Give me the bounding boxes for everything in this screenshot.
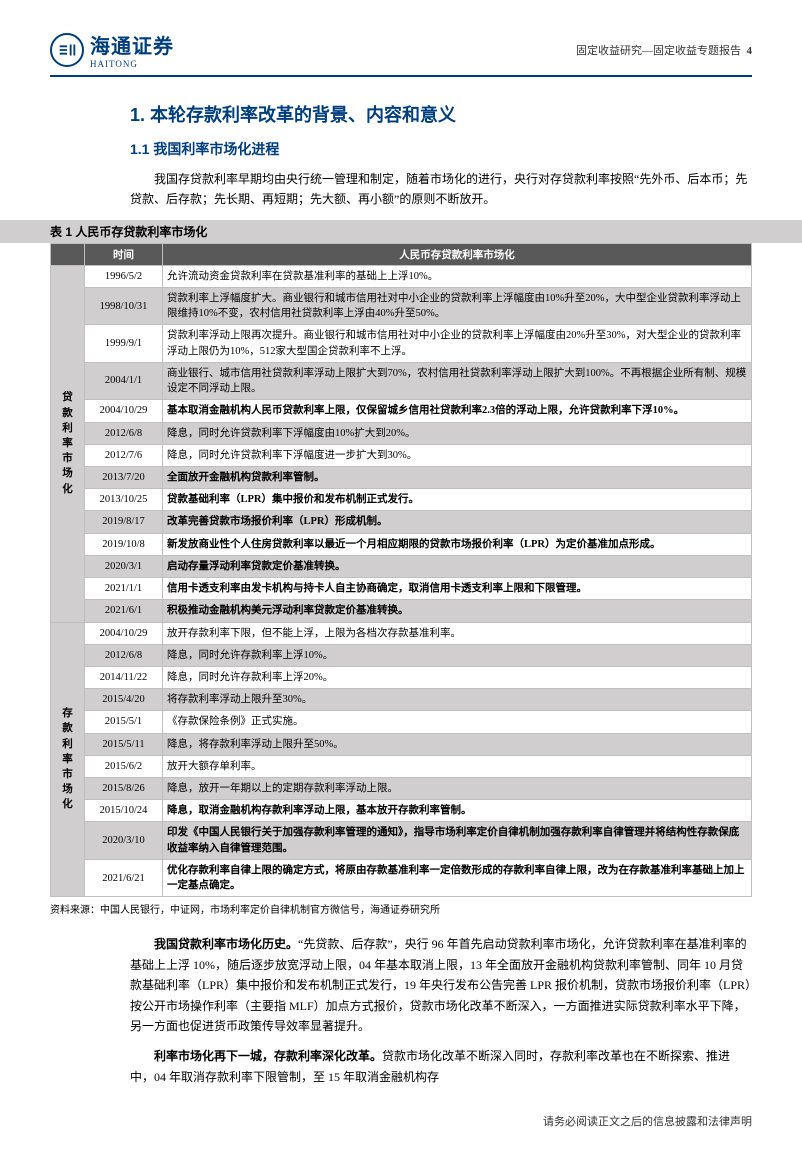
- table-source: 资料来源：中国人民银行，中证网，市场利率定价自律机制官方微信号，海通证券研究所: [50, 901, 752, 916]
- haitong-logo-icon: [50, 33, 84, 67]
- cell-desc: 优化存款利率自律上限的确定方式，将原由存款基准利率一定倍数形成的存款利率自律上限…: [163, 859, 752, 896]
- table-row: 存款利率市场化2004/10/29放开存款利率下限，但不能上浮，上限为各档次存款…: [51, 622, 752, 644]
- cell-desc: 降息，同时允许贷款利率下浮幅度进一步扩大到30%。: [163, 444, 752, 466]
- table-row: 1999/9/1贷款利率浮动上限再次提升。商业银行和城市信用社对中小企业的贷款利…: [51, 325, 752, 362]
- cell-desc: 全面放开金融机构贷款利率管制。: [163, 466, 752, 488]
- cell-desc: 降息，放开一年期以上的定期存款利率浮动上限。: [163, 778, 752, 800]
- cell-date: 2021/1/1: [85, 578, 163, 600]
- category-loan: 贷款利率市场化: [51, 265, 85, 622]
- table-row: 2014/11/22降息，同时允许存款利率上浮20%。: [51, 666, 752, 688]
- cell-date: 2021/6/21: [85, 859, 163, 896]
- para2-body: “先贷款、后存款”，央行 96 年首先启动贷款利率市场化，允许贷款利率在基准利率…: [130, 937, 751, 1033]
- table-row: 2021/6/1积极推动金融机构美元浮动利率贷款定价基准转换。: [51, 600, 752, 622]
- cell-desc: 启动存量浮动利率贷款定价基准转换。: [163, 555, 752, 577]
- cell-date: 2019/8/17: [85, 511, 163, 533]
- cell-desc: 降息，同时允许存款利率上浮20%。: [163, 666, 752, 688]
- logo-text-cn: 海通证券: [90, 30, 174, 59]
- cell-date: 2012/6/8: [85, 644, 163, 666]
- cell-desc: 商业银行、城市信用社贷款利率浮动上限扩大到70%，农村信用社贷款利率浮动上限扩大…: [163, 362, 752, 399]
- cell-date: 2019/10/8: [85, 533, 163, 555]
- cell-date: 1996/5/2: [85, 265, 163, 287]
- cell-date: 2012/7/6: [85, 444, 163, 466]
- cell-desc: 信用卡透支利率由发卡机构与持卡人自主协商确定，取消信用卡透支利率上限和下限管理。: [163, 578, 752, 600]
- page-number: 4: [747, 45, 753, 57]
- logo-text-en: HAITONG: [90, 59, 174, 69]
- cell-desc: 《存款保险条例》正式实施。: [163, 711, 752, 733]
- cell-desc: 降息，取消金融机构存款利率浮动上限，基本放开存款利率管制。: [163, 800, 752, 822]
- cell-desc: 将存款利率浮动上限升至30%。: [163, 689, 752, 711]
- table-row: 2015/5/1《存款保险条例》正式实施。: [51, 711, 752, 733]
- logo: 海通证券 HAITONG: [50, 30, 174, 69]
- table-row: 贷款利率市场化1996/5/2允许流动资金贷款利率在贷款基准利率的基础上上浮10…: [51, 265, 752, 287]
- table-1-title: 表 1 人民币存贷款利率市场化: [0, 220, 802, 243]
- footer-disclaimer: 请务必阅读正文之后的信息披露和法律声明: [543, 1113, 752, 1129]
- cell-desc: 基本取消金融机构人民币贷款利率上限，仅保留城乡信用社贷款利率2.3倍的浮动上限，…: [163, 400, 752, 422]
- table-row: 1998/10/31贷款利率上浮幅度扩大。商业银行和城市信用社对中小企业的贷款利…: [51, 288, 752, 325]
- cell-date: 1999/9/1: [85, 325, 163, 362]
- cell-date: 2021/6/1: [85, 600, 163, 622]
- table-row: 2015/6/2放开大额存单利率。: [51, 755, 752, 777]
- cell-date: 2013/10/25: [85, 489, 163, 511]
- table-1: 时间 人民币存贷款利率市场化 贷款利率市场化1996/5/2允许流动资金贷款利率…: [0, 243, 802, 898]
- cell-desc: 贷款基础利率（LPR）集中报价和发布机制正式发行。: [163, 489, 752, 511]
- cell-desc: 新发放商业性个人住房贷款利率以最近一个月相应期限的贷款市场报价利率（LPR）为定…: [163, 533, 752, 555]
- page-header: 海通证券 HAITONG 固定收益研究—固定收益专题报告 4: [50, 30, 752, 77]
- cell-date: 2013/7/20: [85, 466, 163, 488]
- cell-date: 2015/5/1: [85, 711, 163, 733]
- table-row: 2015/8/26降息，放开一年期以上的定期存款利率浮动上限。: [51, 778, 752, 800]
- table-row: 2015/5/11降息，将存款利率浮动上限升至50%。: [51, 733, 752, 755]
- cell-date: 2015/4/20: [85, 689, 163, 711]
- header-section: 固定收益研究—固定收益专题报告: [576, 45, 741, 57]
- cell-date: 2015/10/24: [85, 800, 163, 822]
- para3-lead: 利率市场化再下一城，存款利率深化改革。: [154, 1049, 382, 1063]
- table-row: 2013/7/20全面放开金融机构贷款利率管制。: [51, 466, 752, 488]
- table-row: 2020/3/10印发《中国人民银行关于加强存款利率管理的通知》，指导市场利率定…: [51, 822, 752, 859]
- cell-date: 2004/10/29: [85, 622, 163, 644]
- cell-desc: 放开大额存单利率。: [163, 755, 752, 777]
- table-row: 2020/3/1启动存量浮动利率贷款定价基准转换。: [51, 555, 752, 577]
- cell-date: 2020/3/10: [85, 822, 163, 859]
- cell-desc: 降息，同时允许贷款利率下浮幅度由10%扩大到20%。: [163, 422, 752, 444]
- cell-date: 1998/10/31: [85, 288, 163, 325]
- table-row: 2012/7/6降息，同时允许贷款利率下浮幅度进一步扩大到30%。: [51, 444, 752, 466]
- cell-desc: 允许流动资金贷款利率在贷款基准利率的基础上上浮10%。: [163, 265, 752, 287]
- table-row: 2004/10/29基本取消金融机构人民币贷款利率上限，仅保留城乡信用社贷款利率…: [51, 400, 752, 422]
- table-row: 2015/4/20将存款利率浮动上限升至30%。: [51, 689, 752, 711]
- table-row: 2019/10/8新发放商业性个人住房贷款利率以最近一个月相应期限的贷款市场报价…: [51, 533, 752, 555]
- table-row: 2013/10/25贷款基础利率（LPR）集中报价和发布机制正式发行。: [51, 489, 752, 511]
- cell-date: 2015/5/11: [85, 733, 163, 755]
- table-row: 2019/8/17改革完善贷款市场报价利率（LPR）形成机制。: [51, 511, 752, 533]
- cell-desc: 降息，将存款利率浮动上限升至50%。: [163, 733, 752, 755]
- cell-date: 2004/1/1: [85, 362, 163, 399]
- table-row: 2015/10/24降息，取消金融机构存款利率浮动上限，基本放开存款利率管制。: [51, 800, 752, 822]
- table-row: 2021/1/1信用卡透支利率由发卡机构与持卡人自主协商确定，取消信用卡透支利率…: [51, 578, 752, 600]
- th-desc: 人民币存贷款利率市场化: [163, 243, 752, 265]
- cell-desc: 降息，同时允许存款利率上浮10%。: [163, 644, 752, 666]
- cell-desc: 贷款利率上浮幅度扩大。商业银行和城市信用社对中小企业的贷款利率上浮幅度由10%升…: [163, 288, 752, 325]
- para2-lead: 我国贷款利率市场化历史。: [154, 937, 298, 951]
- cell-date: 2020/3/1: [85, 555, 163, 577]
- cell-desc: 印发《中国人民银行关于加强存款利率管理的通知》，指导市场利率定价自律机制加强存款…: [163, 822, 752, 859]
- th-time: 时间: [85, 243, 163, 265]
- cell-date: 2015/6/2: [85, 755, 163, 777]
- para-loan-history: 我国贷款利率市场化历史。“先贷款、后存款”，央行 96 年首先启动贷款利率市场化…: [130, 934, 752, 1036]
- cell-date: 2012/6/8: [85, 422, 163, 444]
- para-deposit-reform: 利率市场化再下一城，存款利率深化改革。贷款市场化改革不断深入同时，存款利率改革也…: [130, 1046, 752, 1087]
- heading-1-1: 1.1 我国利率市场化进程: [130, 139, 752, 159]
- intro-paragraph: 我国存贷款利率早期均由央行统一管理和制定，随着市场化的进行，央行对存贷款利率按照…: [130, 169, 752, 210]
- heading-1: 1. 本轮存款利率改革的背景、内容和意义: [130, 101, 752, 127]
- cell-date: 2004/10/29: [85, 400, 163, 422]
- table-row: 2012/6/8降息，同时允许贷款利率下浮幅度由10%扩大到20%。: [51, 422, 752, 444]
- table-row: 2021/6/21优化存款利率自律上限的确定方式，将原由存款基准利率一定倍数形成…: [51, 859, 752, 896]
- table-row: 2004/1/1商业银行、城市信用社贷款利率浮动上限扩大到70%，农村信用社贷款…: [51, 362, 752, 399]
- cell-desc: 积极推动金融机构美元浮动利率贷款定价基准转换。: [163, 600, 752, 622]
- cell-desc: 改革完善贷款市场报价利率（LPR）形成机制。: [163, 511, 752, 533]
- cell-desc: 贷款利率浮动上限再次提升。商业银行和城市信用社对中小企业的贷款利率上浮幅度由20…: [163, 325, 752, 362]
- cell-date: 2014/11/22: [85, 666, 163, 688]
- table-row: 2012/6/8降息，同时允许存款利率上浮10%。: [51, 644, 752, 666]
- category-deposit: 存款利率市场化: [51, 622, 85, 897]
- cell-date: 2015/8/26: [85, 778, 163, 800]
- header-right: 固定收益研究—固定收益专题报告 4: [576, 42, 752, 58]
- cell-desc: 放开存款利率下限，但不能上浮，上限为各档次存款基准利率。: [163, 622, 752, 644]
